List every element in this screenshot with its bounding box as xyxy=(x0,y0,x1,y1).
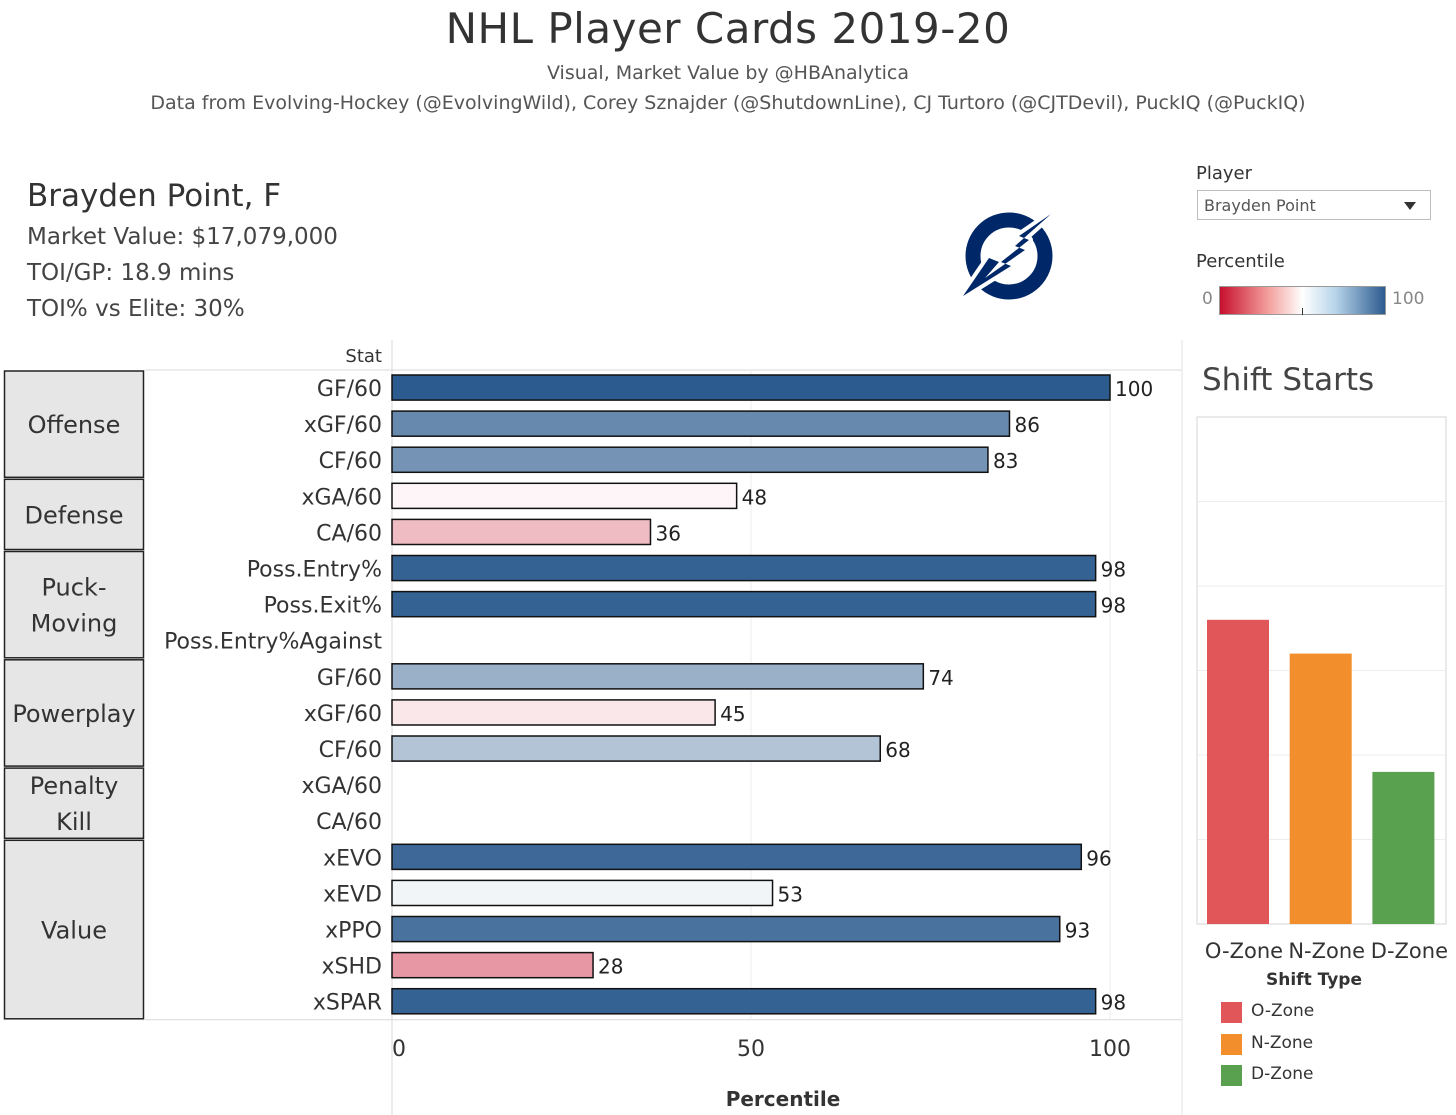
bar-value-label: 28 xyxy=(598,955,623,979)
group-label: Offense xyxy=(28,411,121,439)
player-name: Brayden Point, F xyxy=(27,178,282,214)
stat-label: xSHD xyxy=(322,955,382,980)
data-credits: Data from Evolving-Hockey (@EvolvingWild… xyxy=(150,92,1306,114)
shift-starts-title: Shift Starts xyxy=(1202,362,1375,398)
stat-label: Poss.Entry%Against xyxy=(164,630,382,655)
x-axis-title: Percentile xyxy=(726,1087,841,1111)
group-label-cell xyxy=(3,550,145,659)
toi-vs-elite: TOI% vs Elite: 30% xyxy=(27,296,245,322)
percentile-gradient-marker xyxy=(1302,308,1303,315)
percentile-bar xyxy=(391,518,652,546)
legend-swatch xyxy=(1221,1033,1242,1055)
page-title: NHL Player Cards 2019-20 xyxy=(445,4,1011,53)
group-label: Defense xyxy=(25,501,124,529)
group-label-cell xyxy=(3,478,145,551)
bar-value-label: 100 xyxy=(1115,377,1153,401)
stat-label: GF/60 xyxy=(317,377,382,402)
bar-value-label: 36 xyxy=(655,521,680,545)
toi-per-game: TOI/GP: 18.9 mins xyxy=(27,260,235,286)
stat-label: xGA/60 xyxy=(301,485,382,510)
shift-type-axis-title: Shift Type xyxy=(1266,970,1362,990)
percentile-bar xyxy=(391,987,1097,1015)
shift-start-bar xyxy=(1372,771,1435,924)
bar-value-label: 98 xyxy=(1101,594,1126,618)
stat-label: Poss.Exit% xyxy=(264,594,382,619)
legend-swatch xyxy=(1221,1002,1242,1023)
stat-label: xEVO xyxy=(323,846,382,871)
stat-column-header: Stat xyxy=(345,346,382,367)
percentile-bar xyxy=(391,843,1083,871)
chevron-down-icon[interactable] xyxy=(1404,202,1416,210)
percentile-bar xyxy=(391,951,594,979)
percentile-bar xyxy=(391,410,1011,437)
stat-label: GF/60 xyxy=(317,666,382,691)
bar-value-label: 74 xyxy=(928,666,953,690)
shift-category-label: O-Zone xyxy=(1205,939,1283,963)
lightning-bolt-logo-icon xyxy=(959,210,1055,300)
percentile-bar xyxy=(391,374,1111,401)
group-label-cell xyxy=(3,659,145,767)
stat-label: CF/60 xyxy=(319,738,382,763)
legend-swatch xyxy=(1221,1065,1242,1086)
stat-label: xEVD xyxy=(323,882,382,907)
group-label: Kill xyxy=(56,808,92,836)
group-label: Puck- xyxy=(41,574,106,602)
bar-value-label: 68 xyxy=(885,738,910,762)
percentile-bar xyxy=(391,482,738,510)
percentile-legend-label: Percentile xyxy=(1196,251,1285,272)
bar-value-label: 98 xyxy=(1101,991,1126,1015)
market-value: Market Value: $17,079,000 xyxy=(27,224,338,250)
page-subtitle: Visual, Market Value by @HBAnalytica xyxy=(546,62,910,84)
percentile-legend-max: 100 xyxy=(1392,289,1425,309)
percentile-bar xyxy=(391,735,881,762)
group-label: Value xyxy=(41,917,107,945)
x-tick-label: 0 xyxy=(392,1037,406,1062)
legend-label: D-Zone xyxy=(1251,1064,1314,1084)
stat-label: xGF/60 xyxy=(304,413,382,438)
bar-value-label: 45 xyxy=(720,702,745,726)
percentile-bar xyxy=(391,699,716,726)
percentile-bar xyxy=(391,446,989,474)
bar-value-label: 83 xyxy=(993,449,1018,473)
group-label: Penalty xyxy=(30,772,119,800)
stat-label: xSPAR xyxy=(313,991,382,1016)
stat-label: xPPO xyxy=(325,919,382,944)
bar-value-label: 53 xyxy=(778,882,803,906)
stat-label: CA/60 xyxy=(316,810,382,835)
bar-value-label: 48 xyxy=(742,485,767,509)
bar-value-label: 93 xyxy=(1065,919,1090,943)
stat-label: xGA/60 xyxy=(301,774,382,799)
group-label-cell xyxy=(3,839,145,1020)
stat-label: Poss.Entry% xyxy=(247,558,382,583)
group-label-cell xyxy=(3,767,145,840)
stat-label: CA/60 xyxy=(316,521,382,546)
percentile-bar xyxy=(391,590,1097,618)
group-label-cell xyxy=(3,370,145,479)
legend-label: O-Zone xyxy=(1251,1001,1315,1021)
player-filter-label: Player xyxy=(1196,163,1253,184)
player-dropdown-value: Brayden Point xyxy=(1204,196,1316,215)
stat-label: xGF/60 xyxy=(304,702,382,727)
percentile-bar xyxy=(391,915,1061,943)
shift-start-bar xyxy=(1207,619,1269,924)
shift-category-label: D-Zone xyxy=(1371,939,1448,963)
percentile-legend-min: 0 xyxy=(1202,289,1213,309)
percentile-bar xyxy=(391,663,925,690)
bar-value-label: 96 xyxy=(1086,846,1111,870)
legend-label: N-Zone xyxy=(1251,1032,1314,1053)
x-tick-label: 100 xyxy=(1089,1037,1131,1062)
x-tick-label: 50 xyxy=(737,1037,765,1062)
stat-label: CF/60 xyxy=(319,449,382,474)
group-label: Moving xyxy=(31,610,118,638)
player-dropdown[interactable]: Brayden Point xyxy=(1197,190,1431,220)
bar-value-label: 98 xyxy=(1101,558,1126,582)
percentile-bar xyxy=(391,554,1097,582)
shift-category-label: N-Zone xyxy=(1288,939,1365,963)
group-label: Powerplay xyxy=(12,700,135,728)
shift-start-bar xyxy=(1289,653,1352,924)
bar-value-label: 86 xyxy=(1014,413,1039,437)
percentile-bar xyxy=(391,879,774,907)
